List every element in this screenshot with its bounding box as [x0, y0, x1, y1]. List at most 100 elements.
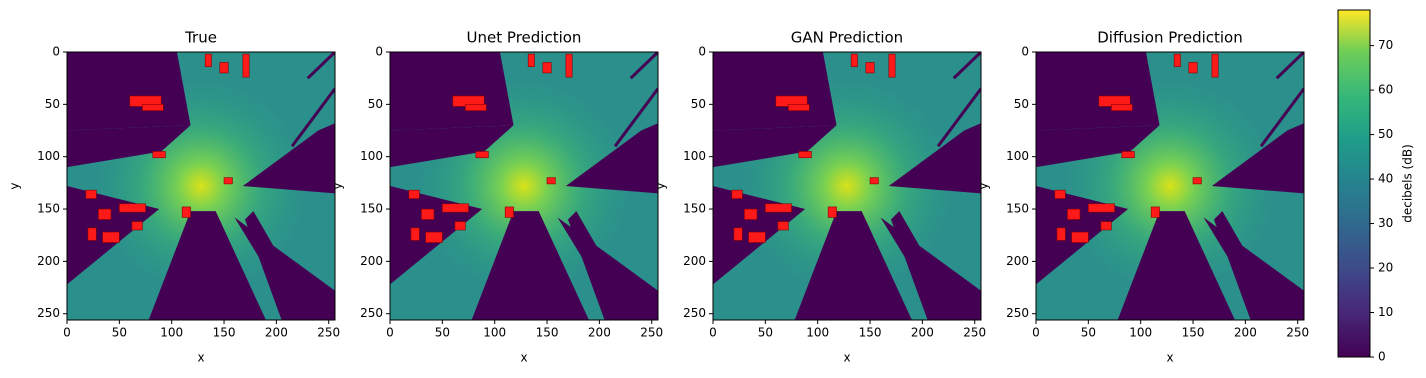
x-tick-label: 150	[1182, 326, 1205, 340]
y-tick-label: 150	[683, 202, 706, 216]
x-axis-label: x	[520, 351, 527, 365]
building	[223, 177, 233, 185]
building	[777, 221, 789, 231]
shadow-region	[390, 52, 514, 131]
y-tick-label: 200	[360, 254, 383, 268]
building	[219, 62, 229, 74]
x-tick-label: 250	[1286, 326, 1309, 340]
x-tick-label: 0	[709, 326, 717, 340]
building	[87, 227, 97, 241]
x-tick-label: 0	[386, 326, 394, 340]
building	[888, 53, 896, 78]
building	[865, 62, 875, 74]
x-tick-label: 0	[63, 326, 71, 340]
y-tick-label: 200	[683, 254, 706, 268]
x-tick-label: 50	[112, 326, 127, 340]
x-tick-label: 100	[806, 326, 829, 340]
y-tick-label: 100	[37, 149, 60, 163]
colorbar-tick-label: 70	[1378, 38, 1393, 52]
heatmap-image	[390, 52, 658, 320]
shadow-region	[888, 123, 981, 194]
building	[565, 53, 573, 78]
x-tick-label: 50	[758, 326, 773, 340]
y-tick-label: 150	[1006, 202, 1029, 216]
y-axis-label: y	[331, 182, 345, 189]
building	[98, 208, 112, 220]
shadow-streak	[1259, 87, 1304, 148]
colorbar-tick-label: 60	[1378, 83, 1393, 97]
y-axis-label: y	[977, 182, 991, 189]
building	[798, 151, 812, 159]
y-tick-label: 0	[698, 45, 706, 59]
building	[425, 231, 443, 243]
shadow-region	[1211, 123, 1304, 194]
y-tick-label: 50	[691, 97, 706, 111]
y-tick-label: 0	[1021, 45, 1029, 59]
y-tick-label: 50	[1014, 97, 1029, 111]
shadow-region	[1036, 125, 1160, 168]
building	[181, 206, 191, 218]
x-tick-label: 200	[911, 326, 934, 340]
x-tick-label: 100	[1129, 326, 1152, 340]
x-axis-label: x	[197, 351, 204, 365]
y-tick-label: 0	[52, 45, 60, 59]
shadow-streak	[936, 87, 981, 148]
x-tick-label: 150	[859, 326, 882, 340]
building	[204, 53, 212, 67]
y-tick-label: 50	[45, 97, 60, 111]
colorbar-tick-label: 0	[1378, 350, 1386, 364]
y-tick-label: 250	[37, 306, 60, 320]
building	[1188, 62, 1198, 74]
x-tick-label: 200	[1234, 326, 1257, 340]
shadow-streak	[629, 52, 658, 80]
shadow-streak	[952, 52, 981, 80]
colorbar-gradient	[1337, 9, 1371, 358]
building	[119, 203, 146, 213]
building	[869, 177, 879, 185]
building	[1067, 208, 1081, 220]
colorbar-tick-label: 50	[1378, 127, 1393, 141]
building	[788, 104, 810, 111]
y-tick-label: 200	[1006, 254, 1029, 268]
building	[442, 203, 469, 213]
building	[410, 227, 420, 241]
shadow-streak	[306, 52, 335, 80]
y-tick-label: 50	[368, 97, 383, 111]
building	[475, 151, 489, 159]
y-tick-label: 150	[37, 202, 60, 216]
y-tick-label: 0	[375, 45, 383, 59]
building	[1071, 231, 1089, 243]
colorbar-tick-label: 30	[1378, 216, 1393, 230]
x-axis-label: x	[1166, 351, 1173, 365]
building	[527, 53, 535, 67]
building	[1056, 227, 1066, 241]
panel-title: GAN Prediction	[791, 29, 903, 47]
shadow-region	[713, 52, 837, 131]
x-tick-label: 100	[160, 326, 183, 340]
colorbar-tick-label: 20	[1378, 261, 1393, 275]
building	[1173, 53, 1181, 67]
building	[242, 53, 250, 78]
building	[731, 189, 743, 199]
x-tick-label: 150	[213, 326, 236, 340]
building	[827, 206, 837, 218]
x-tick-label: 200	[588, 326, 611, 340]
building	[733, 227, 743, 241]
y-tick-label: 100	[1006, 149, 1029, 163]
shadow-region	[390, 125, 514, 168]
y-tick-label: 100	[360, 149, 383, 163]
y-tick-label: 250	[683, 306, 706, 320]
building	[85, 189, 97, 199]
shadow-region	[67, 52, 191, 131]
shadow-region	[148, 211, 266, 320]
building	[1150, 206, 1160, 218]
shadow-region	[794, 211, 912, 320]
y-tick-label: 250	[1006, 306, 1029, 320]
building	[142, 104, 164, 111]
heatmap-image	[713, 52, 981, 320]
shadow-region	[67, 125, 191, 168]
shadow-streak	[613, 87, 658, 148]
building	[421, 208, 435, 220]
